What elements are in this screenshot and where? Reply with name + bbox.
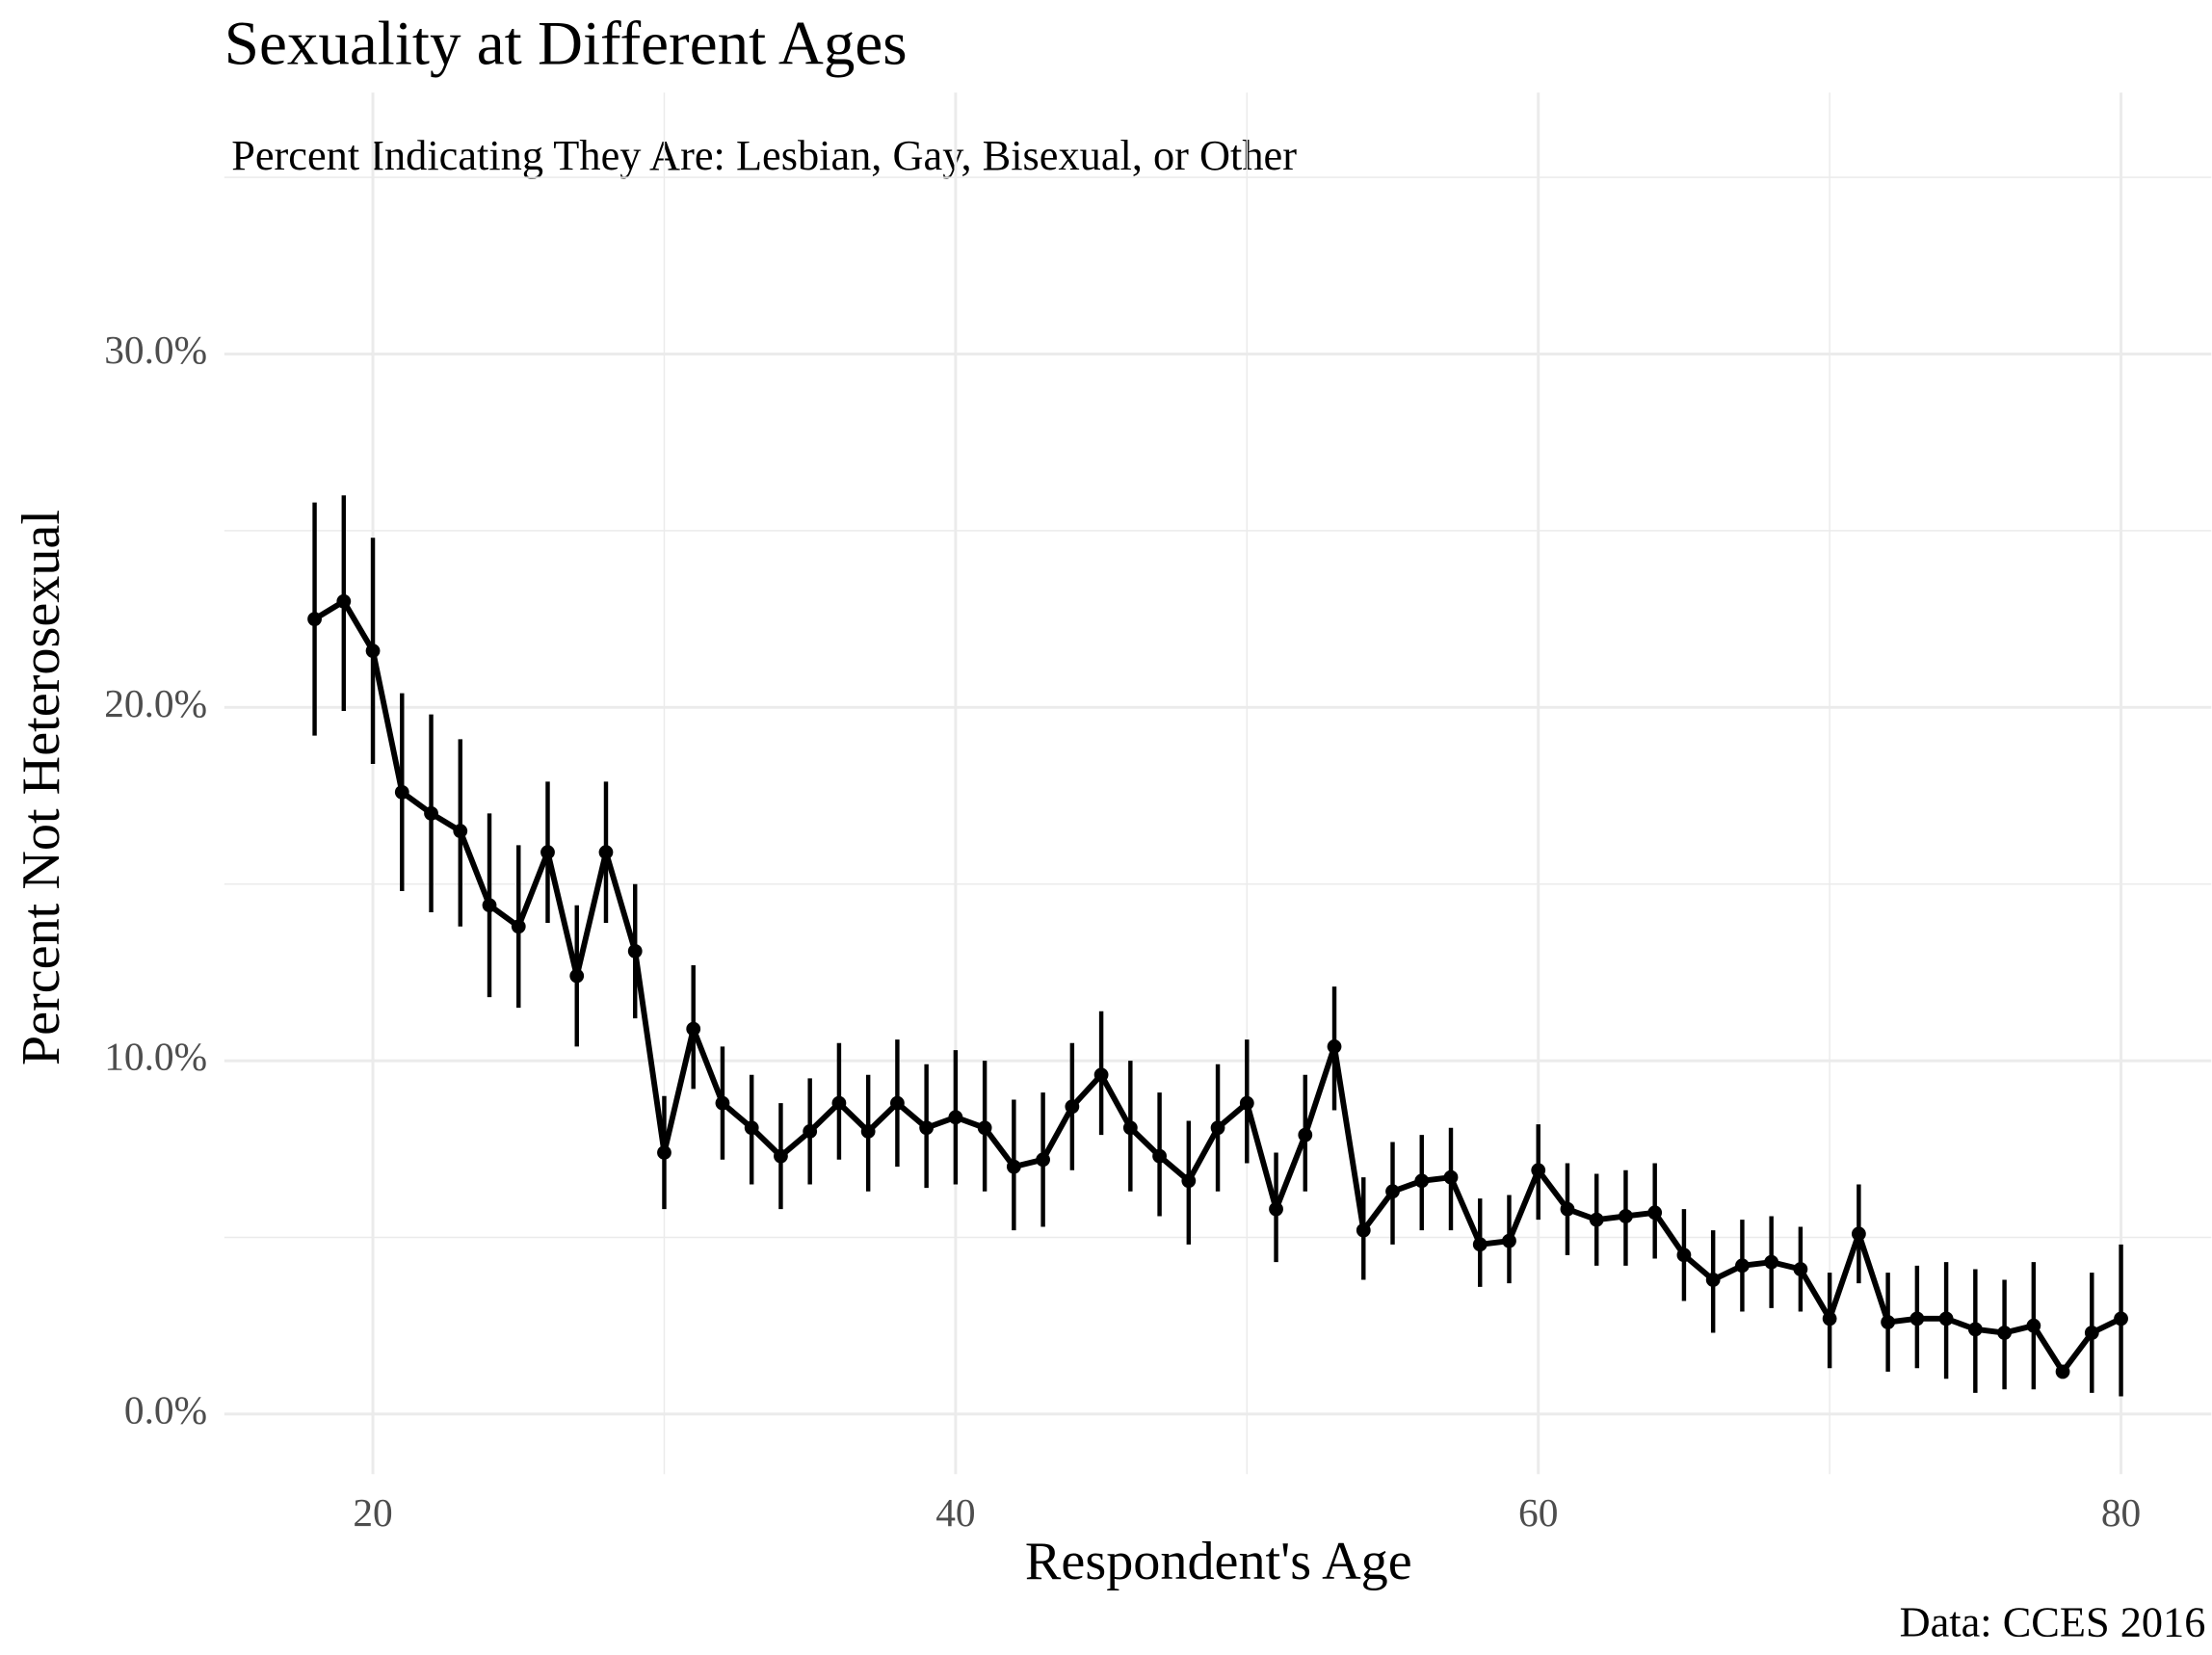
y-tick-label: 30.0% [104, 328, 207, 372]
point [890, 1095, 905, 1111]
y-axis-title: Percent Not Heterosexual [12, 510, 71, 1065]
point [307, 612, 322, 627]
point [1967, 1322, 1983, 1337]
y-tick-label: 20.0% [104, 681, 207, 725]
point [1065, 1099, 1080, 1115]
point [627, 943, 643, 959]
point [1327, 1039, 1342, 1054]
point [686, 1021, 701, 1037]
point [1851, 1226, 1866, 1242]
point [1705, 1273, 1721, 1287]
point [948, 1110, 963, 1125]
y-tick-label: 0.0% [124, 1387, 207, 1432]
point [831, 1095, 847, 1111]
point [1472, 1237, 1488, 1252]
point [511, 919, 526, 934]
point [2114, 1311, 2128, 1327]
point [1822, 1311, 1837, 1327]
point [598, 845, 614, 860]
point [977, 1120, 992, 1136]
point [1531, 1163, 1546, 1178]
point [860, 1124, 876, 1139]
y-tick-label: 10.0% [104, 1035, 207, 1079]
chart-title: Sexuality at Different Ages [224, 10, 908, 79]
point [1793, 1262, 1808, 1276]
caption: Data: CCES 2016 [1900, 1598, 2206, 1646]
point [1181, 1173, 1197, 1189]
point [1619, 1209, 1633, 1223]
point [803, 1124, 818, 1139]
point [1093, 1067, 1109, 1083]
x-axis-title: Respondent's Age [1025, 1532, 1412, 1591]
point [2055, 1364, 2070, 1379]
point [1152, 1148, 1167, 1164]
point [336, 593, 352, 609]
point [774, 1148, 788, 1164]
point [1589, 1212, 1604, 1227]
point [1210, 1120, 1225, 1136]
point [2026, 1318, 2041, 1333]
point [1036, 1152, 1051, 1168]
series-line [313, 598, 2122, 1375]
point [569, 968, 585, 984]
point [482, 898, 497, 913]
point [657, 1145, 672, 1160]
point [1647, 1205, 1663, 1221]
point [1122, 1120, 1138, 1136]
point [1269, 1201, 1283, 1217]
point [1239, 1095, 1254, 1111]
point [1997, 1326, 2012, 1340]
point [1938, 1311, 1954, 1327]
point [1764, 1254, 1779, 1270]
chart-subtitle: Percent Indicating They Are: Lesbian, Ga… [231, 131, 1297, 179]
point [744, 1120, 759, 1136]
point [540, 845, 555, 860]
x-tick-label: 60 [1518, 1490, 1558, 1535]
point [715, 1095, 730, 1111]
point [1006, 1159, 1021, 1174]
point [1735, 1258, 1750, 1274]
point [1356, 1222, 1371, 1238]
point [365, 644, 381, 659]
point [394, 784, 409, 800]
point [1909, 1311, 1925, 1327]
point [1502, 1233, 1516, 1248]
point [1881, 1315, 1896, 1329]
point [2084, 1326, 2099, 1340]
x-tick-label: 80 [2101, 1490, 2141, 1535]
point [424, 805, 438, 821]
point [1443, 1169, 1459, 1185]
point [1560, 1201, 1575, 1217]
x-tick-label: 20 [353, 1490, 392, 1535]
point [1385, 1184, 1400, 1199]
point [919, 1120, 935, 1136]
point [1676, 1248, 1692, 1263]
point [1298, 1127, 1313, 1143]
point [1414, 1173, 1430, 1189]
x-tick-label: 40 [935, 1490, 975, 1535]
point [453, 824, 468, 839]
